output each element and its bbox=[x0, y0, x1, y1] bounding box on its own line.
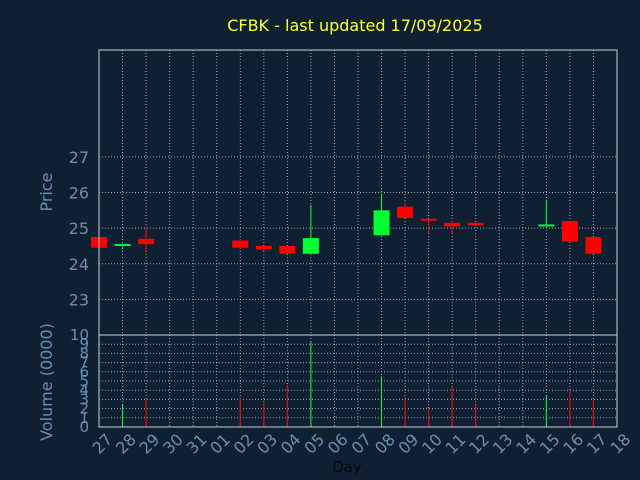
candle-body bbox=[420, 218, 437, 221]
volume-tick-label: 2 bbox=[79, 400, 89, 418]
chart-title: CFBK - last updated 17/09/2025 bbox=[227, 16, 483, 35]
x-axis-label: Day bbox=[332, 458, 362, 476]
candle-body bbox=[114, 244, 131, 247]
volume-tick-label: 4 bbox=[79, 381, 89, 399]
candle-body bbox=[467, 222, 484, 226]
volume-tick-label: 9 bbox=[79, 335, 89, 353]
price-axis-ticks: 23 24 25 26 27 bbox=[69, 148, 89, 310]
candle-body bbox=[232, 240, 249, 248]
volume-tick-label: 6 bbox=[79, 363, 89, 381]
price-axis-label: Price bbox=[37, 172, 56, 211]
price-tick-label: 26 bbox=[69, 184, 89, 203]
volume-tick-label: 3 bbox=[79, 390, 89, 408]
volume-grid bbox=[99, 335, 617, 427]
volume-bars bbox=[98, 341, 594, 427]
price-grid bbox=[99, 50, 617, 335]
volume-tick-label: 0 bbox=[79, 418, 89, 436]
candle-body bbox=[444, 222, 461, 227]
x-axis-ticks: 2728293031010203040506070809101112131415… bbox=[88, 430, 634, 458]
candle-body bbox=[373, 210, 390, 236]
price-tick-label: 25 bbox=[69, 219, 89, 238]
volume-tick-label: 1 bbox=[79, 409, 89, 427]
candle-body bbox=[585, 237, 602, 254]
volume-tick-label: 7 bbox=[79, 354, 89, 372]
candle-body bbox=[561, 221, 578, 242]
candle-body bbox=[538, 224, 555, 227]
price-tick-label: 24 bbox=[69, 255, 89, 274]
candle-body bbox=[302, 238, 319, 254]
candle-body bbox=[279, 245, 296, 254]
candle-body bbox=[138, 238, 155, 245]
volume-tick-label: 10 bbox=[70, 326, 89, 344]
price-tick-label: 23 bbox=[69, 290, 89, 309]
candle-body bbox=[397, 206, 414, 219]
volume-axis-label: Volume (0000) bbox=[37, 323, 56, 441]
price-tick-label: 27 bbox=[69, 148, 89, 167]
candle-body bbox=[255, 245, 272, 250]
price-panel: 23 24 25 26 27 Price bbox=[37, 49, 618, 336]
volume-plot-frame bbox=[98, 334, 618, 428]
volume-tick-label: 8 bbox=[79, 344, 89, 362]
volume-tick-label: 5 bbox=[79, 372, 89, 390]
